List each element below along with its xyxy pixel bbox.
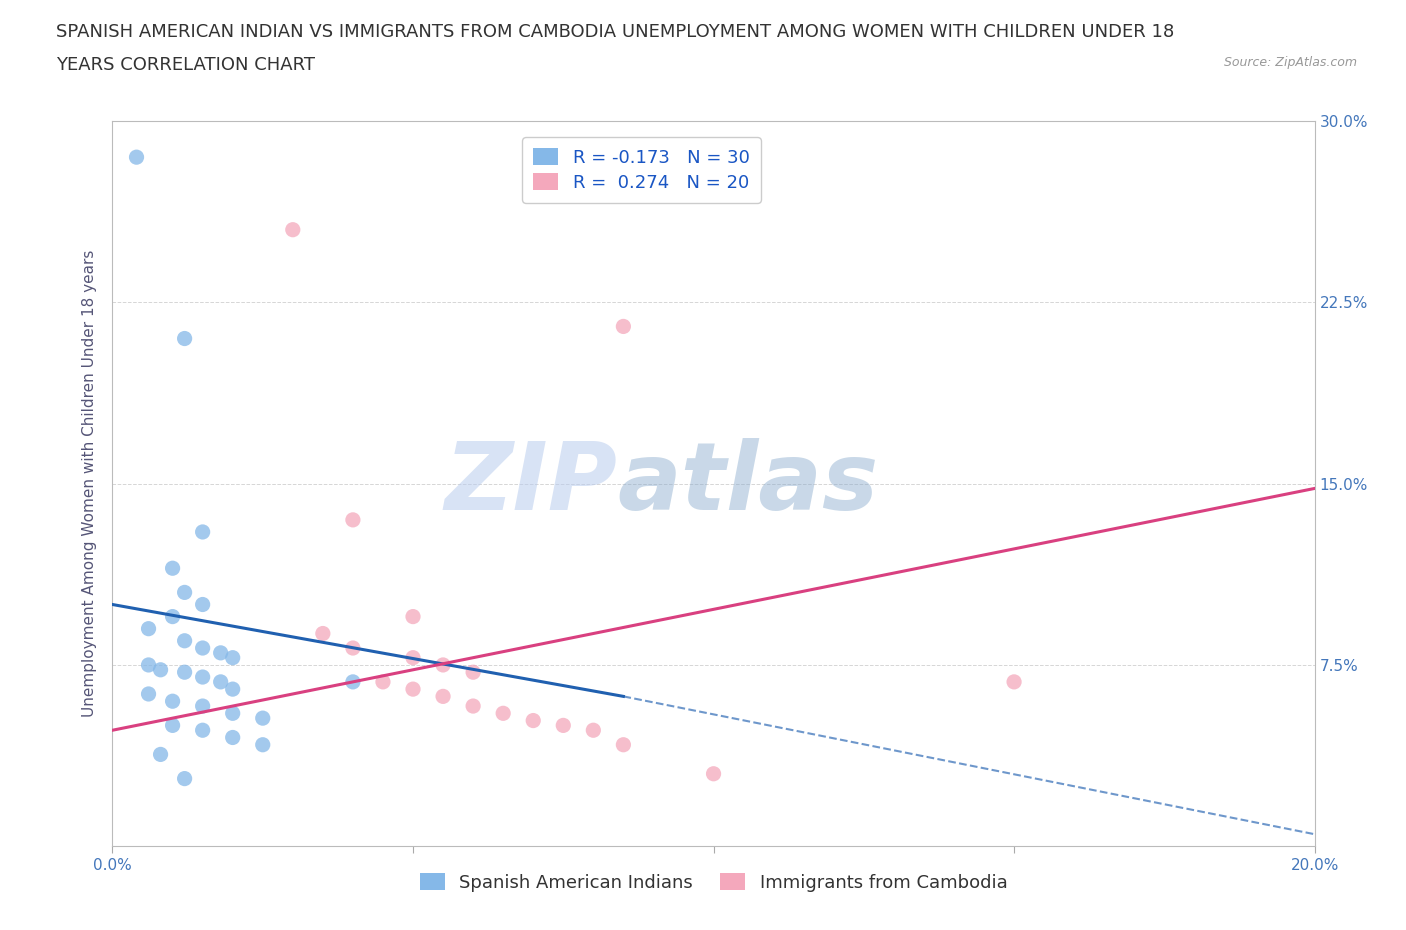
Point — [553, 718, 575, 733]
Text: atlas: atlas — [617, 438, 879, 529]
Point — [209, 674, 232, 689]
Text: ZIP: ZIP — [444, 438, 617, 529]
Point — [342, 641, 364, 656]
Point — [342, 674, 364, 689]
Point — [138, 621, 160, 636]
Point — [402, 682, 425, 697]
Point — [582, 723, 605, 737]
Point — [371, 674, 394, 689]
Point — [162, 561, 184, 576]
Point — [222, 730, 245, 745]
Point — [461, 698, 484, 713]
Point — [281, 222, 304, 237]
Point — [222, 706, 245, 721]
Point — [191, 525, 214, 539]
Point — [402, 650, 425, 665]
Point — [209, 645, 232, 660]
Y-axis label: Unemployment Among Women with Children Under 18 years: Unemployment Among Women with Children U… — [82, 250, 97, 717]
Legend: Spanish American Indians, Immigrants from Cambodia: Spanish American Indians, Immigrants fro… — [409, 862, 1018, 902]
Point — [191, 641, 214, 656]
Point — [492, 706, 515, 721]
Point — [612, 737, 634, 752]
Point — [461, 665, 484, 680]
Point — [162, 694, 184, 709]
Point — [173, 771, 195, 786]
Point — [138, 686, 160, 701]
Point — [138, 658, 160, 672]
Point — [162, 718, 184, 733]
Point — [342, 512, 364, 527]
Point — [191, 723, 214, 737]
Point — [173, 331, 195, 346]
Point — [191, 670, 214, 684]
Point — [432, 658, 454, 672]
Point — [252, 737, 274, 752]
Point — [162, 609, 184, 624]
Point — [191, 597, 214, 612]
Point — [149, 747, 172, 762]
Text: SPANISH AMERICAN INDIAN VS IMMIGRANTS FROM CAMBODIA UNEMPLOYMENT AMONG WOMEN WIT: SPANISH AMERICAN INDIAN VS IMMIGRANTS FR… — [56, 23, 1174, 41]
Point — [173, 585, 195, 600]
Point — [702, 766, 725, 781]
Point — [222, 682, 245, 697]
Text: Source: ZipAtlas.com: Source: ZipAtlas.com — [1223, 56, 1357, 69]
Point — [252, 711, 274, 725]
Point — [191, 698, 214, 713]
Point — [312, 626, 335, 641]
Point — [522, 713, 544, 728]
Point — [402, 609, 425, 624]
Point — [173, 665, 195, 680]
Point — [432, 689, 454, 704]
Point — [125, 150, 148, 165]
Point — [612, 319, 634, 334]
Point — [149, 662, 172, 677]
Point — [222, 650, 245, 665]
Point — [1002, 674, 1025, 689]
Text: YEARS CORRELATION CHART: YEARS CORRELATION CHART — [56, 56, 315, 73]
Point — [173, 633, 195, 648]
